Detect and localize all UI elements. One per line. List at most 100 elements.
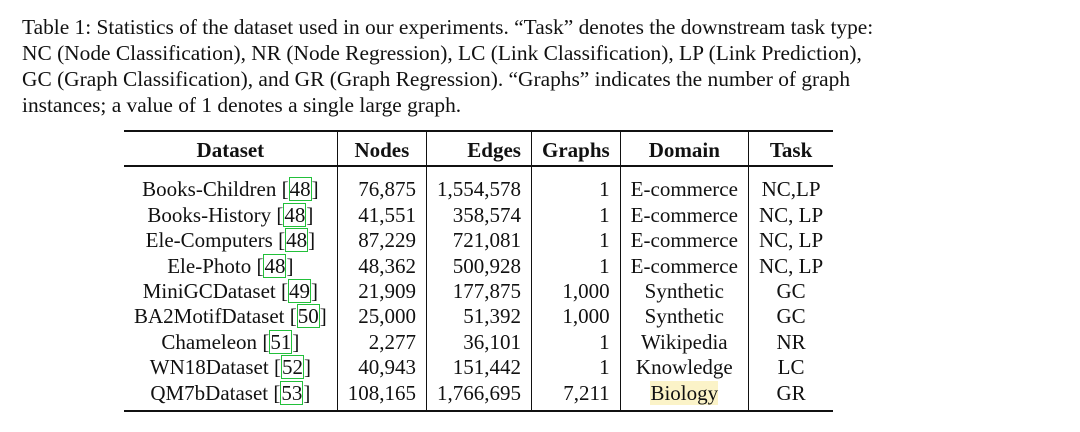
- header-nodes: Nodes: [337, 131, 427, 167]
- citation-link[interactable]: [48]: [281, 177, 319, 202]
- edges-cell: 500,928: [426, 253, 532, 280]
- domain-cell: Synthetic: [620, 279, 749, 305]
- header-domain: Domain: [620, 131, 749, 167]
- domain-cell: E-commerce: [620, 228, 749, 254]
- dataset-cell: Ele-Computers [48]: [124, 228, 338, 254]
- domain-text: E-commerce: [630, 228, 738, 253]
- citation-link[interactable]: [49]: [280, 279, 318, 304]
- header-task: Task: [769, 138, 813, 162]
- citation-link[interactable]: [48]: [278, 228, 316, 253]
- dataset-cell: QM7bDataset [53]: [124, 380, 338, 413]
- nodes-cell: 25,000: [337, 304, 427, 330]
- nodes-cell: 40,943: [337, 355, 427, 381]
- table-row: Books-Children [48] 76,875 1,554,578 1 E-com…: [124, 177, 833, 203]
- table-row: QM7bDataset [53] 108,165 1,766,695 7,211 Bio…: [124, 380, 834, 413]
- dataset-cell: MiniGCDataset [49]: [124, 279, 338, 305]
- nodes-cell: 2,277: [337, 329, 427, 356]
- dataset-name: Ele-Photo: [167, 253, 252, 278]
- citation-number[interactable]: 50: [296, 304, 320, 329]
- citation-number[interactable]: 52: [280, 355, 304, 380]
- citation-link[interactable]: [50]: [289, 304, 327, 329]
- dataset-statistics-table: Dataset Nodes Edges Graphs Domain Task B…: [124, 130, 834, 413]
- caption-line-1: Table 1: Statistics of the dataset used …: [22, 15, 874, 39]
- task-cell: NC, LP: [758, 228, 824, 253]
- citation-number[interactable]: 51: [269, 329, 293, 354]
- domain-cell: Knowledge: [620, 355, 749, 381]
- citation-number[interactable]: 48: [285, 228, 309, 253]
- graphs-cell: 7,211: [531, 380, 621, 413]
- graphs-cell: 1: [531, 355, 621, 381]
- domain-cell: Synthetic: [620, 304, 749, 330]
- citation-number[interactable]: 48: [283, 202, 307, 227]
- dataset-name: Books-Children: [142, 177, 277, 202]
- task-cell: GC: [776, 279, 806, 304]
- domain-text: E-commerce: [630, 202, 738, 227]
- dataset-cell: Chameleon [51]: [124, 329, 338, 356]
- dataset-cell: Ele-Photo [48]: [124, 253, 338, 280]
- task-cell: GC: [776, 304, 806, 329]
- nodes-cell: 87,229: [337, 228, 427, 254]
- header-graphs: Graphs: [531, 131, 621, 167]
- task-cell: NC,LP: [761, 177, 821, 202]
- graphs-cell: 1,000: [531, 279, 621, 305]
- domain-text: Biology: [650, 380, 719, 405]
- table-row: WN18Dataset [52] 40,943 151,442 1 Knowledge L…: [124, 355, 833, 381]
- task-cell: NC, LP: [758, 253, 824, 278]
- nodes-cell: 48,362: [337, 253, 427, 280]
- task-cell: NC, LP: [758, 202, 824, 227]
- header-row: Dataset Nodes Edges Graphs Domain Task: [124, 131, 834, 167]
- edges-cell: 36,101: [426, 329, 532, 356]
- domain-cell: Biology: [620, 380, 749, 413]
- dataset-name: QM7bDataset: [150, 380, 269, 405]
- domain-cell: E-commerce: [620, 253, 749, 280]
- header-dataset: Dataset: [124, 131, 338, 167]
- task-cell: LC: [777, 355, 805, 380]
- task-cell: NR: [776, 329, 806, 354]
- dataset-cell: Books-Children [48]: [124, 177, 338, 203]
- citation-link[interactable]: [48]: [276, 202, 314, 227]
- citation-link[interactable]: [51]: [262, 329, 300, 354]
- domain-text: E-commerce: [630, 177, 738, 202]
- citation-number[interactable]: 49: [287, 279, 311, 304]
- citation-number[interactable]: 48: [288, 177, 312, 202]
- graphs-cell: 1: [531, 177, 621, 203]
- edges-cell: 1,554,578: [426, 177, 532, 203]
- table-row: Books-History [48] 41,551 358,574 1 E-commer…: [124, 202, 833, 229]
- domain-text: E-commerce: [630, 253, 738, 278]
- domain-cell: E-commerce: [620, 202, 749, 229]
- table-row: Chameleon [51] 2,277 36,101 1 Wikipedia NR: [124, 329, 833, 356]
- graphs-cell: 1,000: [531, 304, 621, 330]
- dataset-name: MiniGCDataset: [142, 279, 276, 304]
- dataset-name: Books-History: [147, 202, 272, 227]
- caption-line-3: GC (Graph Classification), and GR (Graph…: [22, 67, 851, 91]
- domain-text: Knowledge: [635, 355, 733, 380]
- dataset-name: BA2MotifDataset: [134, 304, 285, 329]
- domain-text: Wikipedia: [641, 329, 728, 354]
- citation-link[interactable]: [53]: [273, 380, 311, 405]
- dataset-name: Chameleon: [161, 329, 258, 354]
- header-rule: [124, 165, 834, 178]
- nodes-cell: 76,875: [337, 177, 427, 203]
- table-row: MiniGCDataset [49] 21,909 177,875 1,000 Synt…: [124, 279, 833, 305]
- citation-number[interactable]: 53: [280, 380, 304, 405]
- table-row: BA2MotifDataset [50] 25,000 51,392 1,000 Syn…: [124, 304, 833, 330]
- citation-number[interactable]: 48: [263, 253, 287, 278]
- citation-link[interactable]: [52]: [273, 355, 311, 380]
- edges-cell: 151,442: [426, 355, 532, 381]
- edges-cell: 177,875: [426, 279, 532, 305]
- graphs-cell: 1: [531, 202, 621, 229]
- citation-link[interactable]: [48]: [256, 253, 294, 278]
- graphs-cell: 1: [531, 228, 621, 254]
- edges-cell: 358,574: [426, 202, 532, 229]
- table-caption: Table 1: Statistics of the dataset used …: [22, 14, 1062, 118]
- caption-line-4: instances; a value of 1 denotes a single…: [22, 93, 462, 117]
- dataset-cell: BA2MotifDataset [50]: [124, 304, 338, 330]
- nodes-cell: 41,551: [337, 202, 427, 229]
- dataset-cell: Books-History [48]: [124, 202, 338, 229]
- dataset-name: WN18Dataset: [149, 355, 269, 380]
- edges-cell: 721,081: [426, 228, 532, 254]
- header-edges: Edges: [426, 131, 532, 167]
- graphs-cell: 1: [531, 253, 621, 280]
- edges-cell: 1,766,695: [426, 380, 532, 413]
- domain-text: Synthetic: [644, 304, 724, 329]
